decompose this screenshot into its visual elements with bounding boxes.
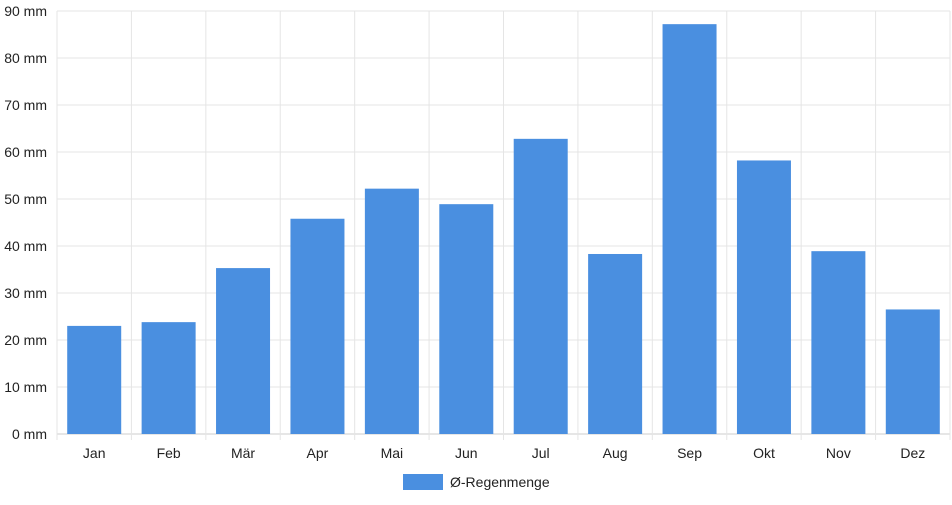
x-tick-label: Mai <box>381 445 404 461</box>
x-tick-label: Dez <box>900 445 925 461</box>
y-tick-label: 60 mm <box>4 144 47 160</box>
bar-okt[interactable] <box>736 160 791 434</box>
x-tick-label: Jan <box>83 445 106 461</box>
y-tick-label: 10 mm <box>4 379 47 395</box>
x-tick-label: Okt <box>753 445 775 461</box>
bar-dez[interactable] <box>885 309 940 434</box>
x-tick-label: Apr <box>307 445 329 461</box>
bar-sep[interactable] <box>662 24 717 434</box>
y-tick-label: 30 mm <box>4 285 47 301</box>
bar-mär[interactable] <box>216 268 271 434</box>
y-tick-label: 40 mm <box>4 238 47 254</box>
x-tick-label: Feb <box>157 445 181 461</box>
y-tick-label: 80 mm <box>4 50 47 66</box>
x-tick-label: Jun <box>455 445 478 461</box>
bar-jan[interactable] <box>67 325 122 434</box>
x-tick-label: Jul <box>532 445 550 461</box>
x-tick-label: Mär <box>231 445 255 461</box>
legend[interactable]: Ø-Regenmenge <box>403 474 550 490</box>
y-tick-label: 90 mm <box>4 3 47 19</box>
bar-jul[interactable] <box>513 138 568 434</box>
bar-feb[interactable] <box>141 322 196 434</box>
bar-aug[interactable] <box>588 253 643 434</box>
legend-label[interactable]: Ø-Regenmenge <box>450 474 550 490</box>
y-tick-label: 50 mm <box>4 191 47 207</box>
axis-layer: 0 mm 10 mm 20 mm 30 mm 40 mm 50 mm 60 mm 70 mm 8… <box>4 3 925 461</box>
bars-layer <box>67 24 940 434</box>
x-tick-label: Sep <box>677 445 702 461</box>
x-tick-label: Nov <box>826 445 851 461</box>
bar-mai[interactable] <box>364 188 419 434</box>
y-tick-label: 70 mm <box>4 97 47 113</box>
bar-nov[interactable] <box>811 251 866 434</box>
bar-jun[interactable] <box>439 204 494 434</box>
y-tick-label: 0 mm <box>12 426 47 442</box>
bar-apr[interactable] <box>290 218 345 434</box>
legend-swatch[interactable] <box>403 474 443 490</box>
y-tick-label: 20 mm <box>4 332 47 348</box>
x-tick-label: Aug <box>603 445 628 461</box>
grid-layer <box>56 10 951 440</box>
